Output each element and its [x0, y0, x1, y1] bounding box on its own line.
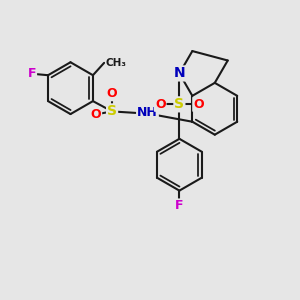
Text: NH: NH: [137, 106, 158, 119]
Text: O: O: [91, 108, 101, 121]
Text: N: N: [174, 66, 185, 80]
Text: O: O: [107, 87, 117, 100]
Text: CH₃: CH₃: [106, 58, 127, 68]
Text: F: F: [28, 67, 36, 80]
Text: O: O: [193, 98, 204, 111]
Text: S: S: [174, 98, 184, 111]
Text: F: F: [175, 200, 184, 212]
Text: S: S: [107, 104, 117, 118]
Text: O: O: [155, 98, 166, 111]
